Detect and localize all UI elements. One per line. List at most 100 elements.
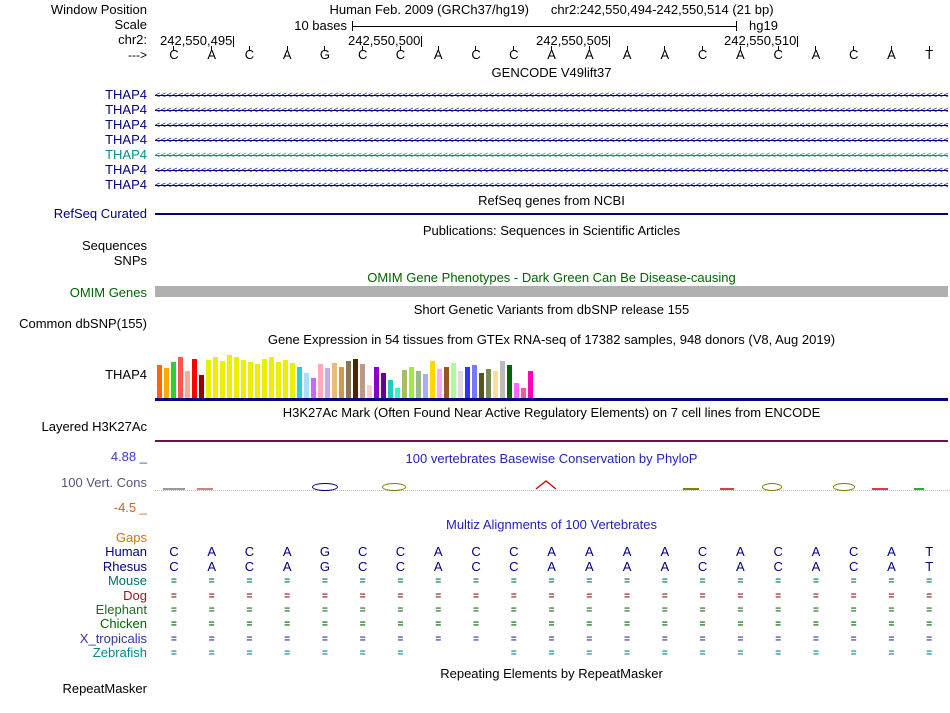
gtex-tissue-bar[interactable] <box>276 362 281 398</box>
alignment-row[interactable]: = = = = = = = = = = = = = = = = = = = = = <box>155 589 948 603</box>
gtex-tissue-bar[interactable] <box>437 369 442 398</box>
gtex-tissue-bar[interactable] <box>262 359 267 398</box>
gtex-tissue-bar[interactable] <box>381 373 386 398</box>
gene-label[interactable]: THAP4 <box>105 132 147 147</box>
gtex-tissue-bar[interactable] <box>346 361 351 398</box>
gtex-tissue-bar[interactable] <box>514 383 519 398</box>
gtex-tissue-bar[interactable] <box>402 370 407 398</box>
gtex-tissue-bar[interactable] <box>234 357 239 398</box>
gtex-tissue-bar[interactable] <box>388 380 393 398</box>
gtex-tissue-bar[interactable] <box>227 355 232 398</box>
species-label[interactable]: Chicken <box>100 616 147 632</box>
gtex-tissue-bar[interactable] <box>472 365 477 398</box>
gtex-tissue-bar[interactable] <box>171 362 176 398</box>
gtex-tissue-bar[interactable] <box>332 363 337 398</box>
gene-label[interactable]: THAP4 <box>105 102 147 117</box>
gene-track-row[interactable]: <<<<<<<<<<<<<<<<<<<<<<<<<<<<<<<<<<<<<<<<… <box>155 133 948 148</box>
alignment-row[interactable]: = = = = = = = = = = = = = = = = = = = <box>155 646 948 660</box>
gtex-tissue-bar[interactable] <box>500 361 505 398</box>
gtex-tissue-bar[interactable] <box>178 357 183 398</box>
h3k27ac-signal-line[interactable] <box>155 440 948 442</box>
gene-label[interactable]: THAP4 <box>105 147 147 162</box>
gtex-tissue-bar[interactable] <box>318 364 323 398</box>
phylop-track-label[interactable]: 100 Vert. Cons <box>61 475 147 490</box>
gtex-tissue-bar[interactable] <box>374 367 379 398</box>
species-label[interactable]: Zebrafish <box>92 645 147 661</box>
gtex-tissue-bar[interactable] <box>269 357 274 398</box>
gtex-tissue-bar[interactable] <box>521 388 526 398</box>
gtex-tissue-bar[interactable] <box>325 368 330 398</box>
gtex-tissue-bar[interactable] <box>493 371 498 398</box>
species-label[interactable]: X_tropicalis <box>79 630 147 646</box>
gtex-tissue-bar[interactable] <box>311 378 316 398</box>
gene-label[interactable]: THAP4 <box>105 117 147 132</box>
gtex-tissue-bar[interactable] <box>339 367 344 398</box>
gtex-tissue-bar[interactable] <box>395 388 400 398</box>
refseq-track-label[interactable]: RefSeq Curated <box>53 206 147 221</box>
gtex-tissue-bar[interactable] <box>430 361 435 398</box>
omim-gene-bar[interactable] <box>155 286 948 297</box>
species-label[interactable]: Elephant <box>95 602 147 617</box>
gene-track-row[interactable]: <<<<<<<<<<<<<<<<<<<<<<<<<<<<<<<<<<<<<<<<… <box>155 103 948 118</box>
gtex-tissue-bar[interactable] <box>507 365 512 398</box>
refseq-gene-line[interactable] <box>155 213 948 215</box>
gtex-tissue-bar[interactable] <box>220 361 225 398</box>
gtex-tissue-bar[interactable] <box>367 385 372 398</box>
gene-label[interactable]: THAP4 <box>105 177 147 192</box>
gtex-tissue-bar[interactable] <box>451 363 456 398</box>
alignment-row[interactable]: = = = = = = = = = = = = = = = = = = = = = <box>155 603 948 617</box>
gtex-tissue-bar[interactable] <box>528 371 533 398</box>
gtex-tissue-bar[interactable] <box>255 364 260 398</box>
species-label[interactable]: Mouse <box>107 573 147 589</box>
gtex-tissue-bar[interactable] <box>185 371 190 398</box>
gtex-tissue-bar[interactable] <box>444 367 449 398</box>
gtex-tissue-bar[interactable] <box>283 360 288 398</box>
gtex-tissue-bar[interactable] <box>409 367 414 398</box>
gtex-tissue-bar[interactable] <box>213 357 218 398</box>
gene-track-row[interactable]: <<<<<<<<<<<<<<<<<<<<<<<<<<<<<<<<<<<<<<<<… <box>155 88 948 103</box>
gtex-gene-label[interactable]: THAP4 <box>105 367 147 382</box>
gtex-tissue-bar[interactable] <box>423 374 428 398</box>
gtex-tissue-bar[interactable] <box>241 360 246 398</box>
gtex-tissue-bar[interactable] <box>416 371 421 398</box>
gtex-tissue-bar[interactable] <box>192 359 197 398</box>
gtex-tissue-bar[interactable] <box>360 364 365 398</box>
ruler-ticks[interactable]: 242,550,495 242,550,500 242,550,505 242,550… <box>155 33 948 51</box>
gtex-tissue-bar[interactable] <box>458 371 463 398</box>
gtex-tissue-bar[interactable] <box>290 363 295 398</box>
dbsnp-track-label[interactable]: Common dbSNP(155) <box>19 316 147 331</box>
alignment-row[interactable] <box>155 531 948 545</box>
gtex-tissue-bar[interactable] <box>486 369 491 398</box>
species-label[interactable]: Rhesus <box>102 558 147 574</box>
gtex-tissue-bar[interactable] <box>157 365 162 398</box>
gtex-tissue-bar[interactable] <box>248 362 253 398</box>
gtex-tissue-bar[interactable] <box>304 373 309 398</box>
sequences-track-label[interactable]: Sequences <box>81 238 147 253</box>
species-label[interactable]: Gaps <box>115 530 147 545</box>
alignment-row[interactable]: = = = = = = = = = = = = = = = = = = = = = <box>155 632 948 646</box>
gtex-tissue-bar[interactable] <box>206 360 211 398</box>
gene-track-row[interactable]: <<<<<<<<<<<<<<<<<<<<<<<<<<<<<<<<<<<<<<<<… <box>155 148 948 163</box>
gtex-tissue-bar[interactable] <box>164 368 169 398</box>
gtex-tissue-bar[interactable] <box>297 367 302 398</box>
gtex-tissue-bar[interactable] <box>353 359 358 398</box>
gtex-tissue-bar[interactable] <box>199 375 204 398</box>
gtex-tissue-bar[interactable] <box>479 373 484 398</box>
h3k27ac-track-label[interactable]: Layered H3K27Ac <box>41 419 147 434</box>
alignment-row[interactable]: = = = = = = = = = = = = = = = = = = = = = <box>155 574 948 588</box>
gene-label[interactable]: THAP4 <box>105 87 147 102</box>
snps-track-label[interactable]: SNPs <box>113 253 147 268</box>
gene-track-row[interactable]: <<<<<<<<<<<<<<<<<<<<<<<<<<<<<<<<<<<<<<<<… <box>155 118 948 133</box>
species-label[interactable]: Human <box>105 544 147 560</box>
repeatmasker-track-label[interactable]: RepeatMasker <box>62 681 147 696</box>
gene-track-row[interactable]: <<<<<<<<<<<<<<<<<<<<<<<<<<<<<<<<<<<<<<<<… <box>155 163 948 178</box>
phylop-track[interactable] <box>155 470 948 510</box>
alignment-row[interactable]: = = = = = = = = = = = = = = = = = = = = = <box>155 617 948 631</box>
gene-track-row[interactable]: <<<<<<<<<<<<<<<<<<<<<<<<<<<<<<<<<<<<<<<<… <box>155 178 948 193</box>
gtex-tissue-bar[interactable] <box>465 367 470 398</box>
omim-track-label[interactable]: OMIM Genes <box>69 285 147 300</box>
gene-label[interactable]: THAP4 <box>105 162 147 177</box>
